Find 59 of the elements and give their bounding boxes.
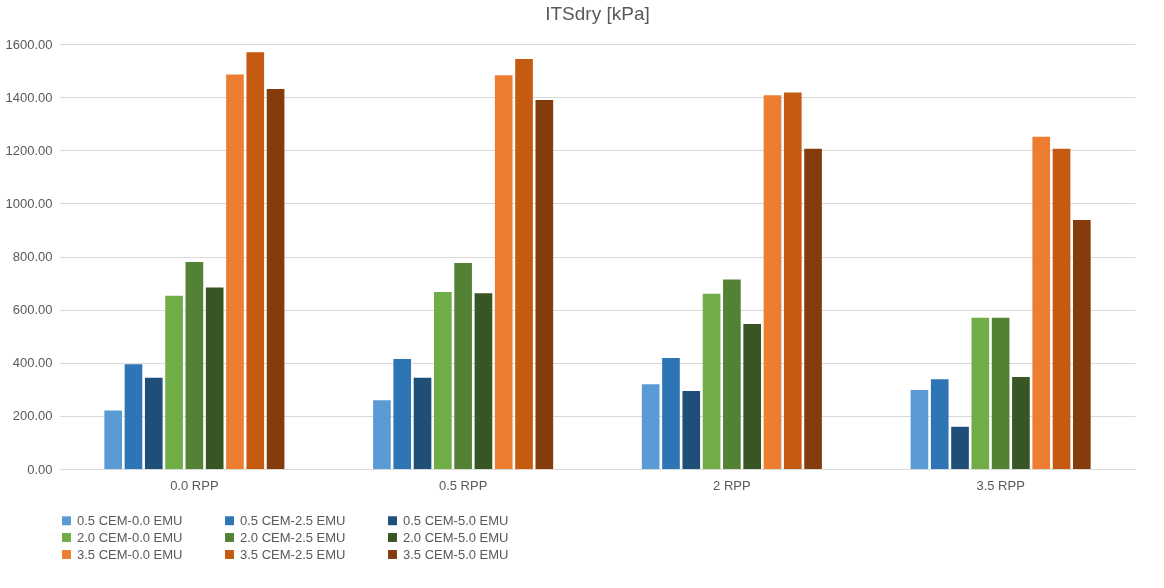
bar xyxy=(1052,148,1071,469)
y-tick-label: 1400.00 xyxy=(5,89,53,105)
y-tick-label: 200.00 xyxy=(12,408,53,424)
bar xyxy=(373,400,391,469)
y-tick-label: 1000.00 xyxy=(5,195,53,211)
bar xyxy=(971,317,990,469)
bar xyxy=(144,377,163,469)
bar xyxy=(266,88,285,469)
y-tick-label: 1600.00 xyxy=(5,36,53,52)
bar xyxy=(104,410,122,469)
bar xyxy=(413,377,432,469)
bar xyxy=(783,92,802,469)
bar xyxy=(702,293,721,469)
y-tick-label: 800.00 xyxy=(12,249,53,264)
legend-label: 2.0 CEM-2.5 EMU xyxy=(240,529,346,545)
x-tick-label: 3.5 RPP xyxy=(976,477,1025,493)
legend-label: 2.0 CEM-5.0 EMU xyxy=(403,529,509,545)
y-tick-label: 400.00 xyxy=(12,355,53,371)
bar xyxy=(804,148,822,469)
legend-label: 3.5 CEM-2.5 EMU xyxy=(240,546,346,562)
bar xyxy=(1073,220,1091,469)
bar xyxy=(494,75,513,469)
bar xyxy=(763,95,782,469)
chart-title: ITSdry [kPa] xyxy=(545,3,650,24)
legend-label: 0.5 CEM-2.5 EMU xyxy=(240,512,346,528)
bar xyxy=(535,100,554,469)
x-tick-label: 0.5 RPP xyxy=(438,477,488,493)
legend-label: 0.5 CEM-5.0 EMU xyxy=(403,512,509,528)
bar xyxy=(1032,136,1051,469)
bar xyxy=(454,262,472,469)
bar xyxy=(910,390,929,469)
y-tick-label: 600.00 xyxy=(12,302,53,318)
x-tick-label: 2 RPP xyxy=(713,477,751,493)
bar xyxy=(951,426,969,469)
x-tick-label: 0.0 RPP xyxy=(170,477,219,493)
bar xyxy=(991,317,1010,469)
y-tick-label: 1200.00 xyxy=(5,142,53,158)
bar xyxy=(930,379,949,469)
bar xyxy=(226,74,244,469)
bar xyxy=(474,293,493,469)
bar xyxy=(433,292,452,469)
bar xyxy=(205,287,224,469)
bar xyxy=(662,357,680,469)
legend-label: 3.5 CEM-5.0 EMU xyxy=(403,546,509,562)
bar xyxy=(682,390,701,469)
bar xyxy=(185,262,204,469)
bar xyxy=(165,295,183,469)
bar xyxy=(641,384,660,469)
bar xyxy=(124,364,143,469)
bar xyxy=(1012,377,1030,469)
bar xyxy=(723,279,741,469)
bar xyxy=(393,359,412,469)
legend-label: 0.5 CEM-0.0 EMU xyxy=(77,512,183,528)
y-tick-label: 0.00 xyxy=(27,461,53,477)
bar xyxy=(743,323,762,469)
bar xyxy=(246,52,265,469)
bar xyxy=(515,58,533,469)
legend-label: 2.0 CEM-0.0 EMU xyxy=(77,529,183,545)
legend-label: 3.5 CEM-0.0 EMU xyxy=(77,546,183,562)
